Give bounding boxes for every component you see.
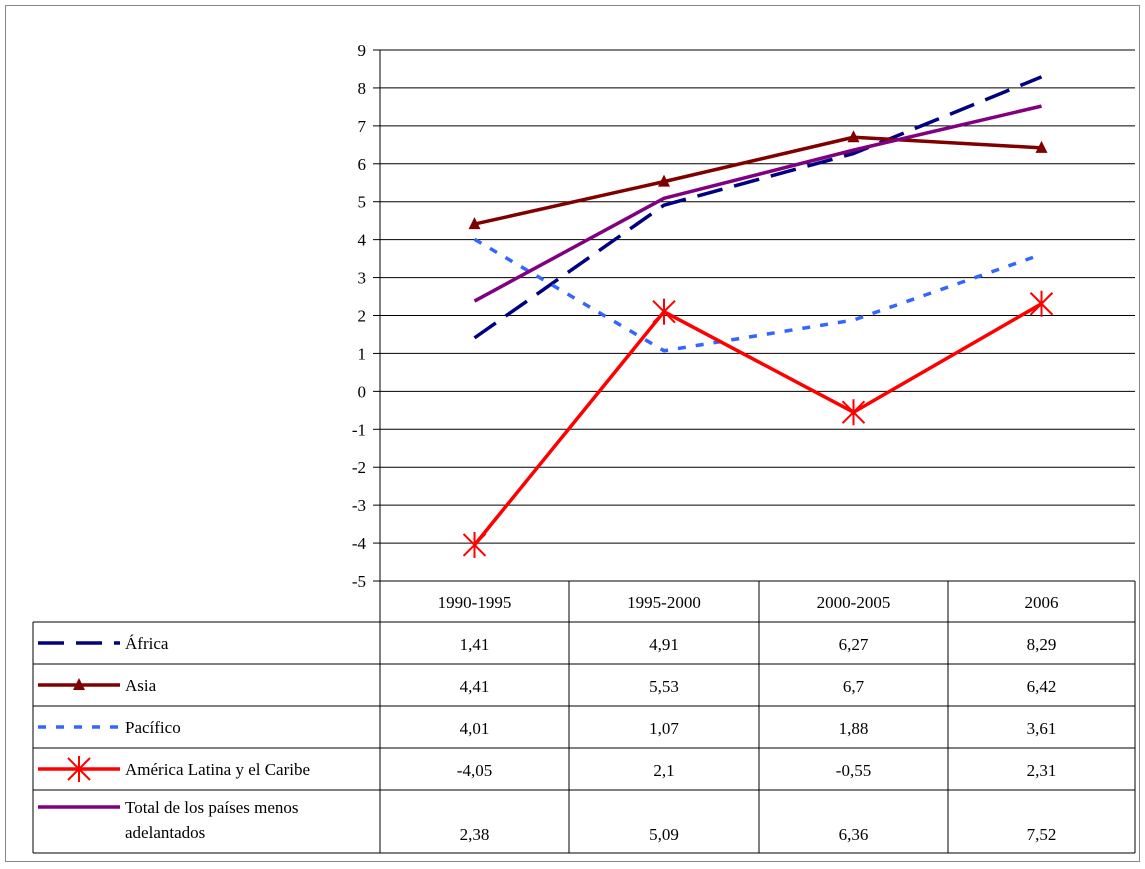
legend-label: Total de los países menos <box>125 798 299 817</box>
series-line <box>473 302 1043 547</box>
legend-label: Asia <box>125 676 157 695</box>
y-tick-label: 2 <box>358 307 367 326</box>
category-label: 2006 <box>1025 593 1059 612</box>
triangle-marker <box>73 678 85 690</box>
triangle-marker <box>468 217 481 230</box>
y-axis: 9 8 7 6 5 4 3 2 1 0 -1 -2 -3 -4 -5 <box>352 41 381 591</box>
triangle-marker <box>1035 140 1048 153</box>
data-table-cell: 5,09 <box>649 825 679 844</box>
series-line <box>474 135 1042 226</box>
data-table-cell: 1,88 <box>839 719 869 738</box>
data-table-cell: 6,42 <box>1027 677 1057 696</box>
legend-key <box>38 756 120 782</box>
y-tick-label: -1 <box>352 420 366 439</box>
data-table-cell: 8,29 <box>1027 635 1057 654</box>
y-tick-label: 1 <box>358 344 367 363</box>
y-tick-label: -2 <box>352 458 366 477</box>
data-table-cell: -4,05 <box>457 761 492 780</box>
category-label: 1995-2000 <box>627 593 701 612</box>
y-tick-label: 5 <box>358 193 367 212</box>
data-table-cell: 4,01 <box>460 719 490 738</box>
data-table-cell: 7,52 <box>1027 825 1057 844</box>
star-marker <box>462 531 487 558</box>
y-tick-label: 7 <box>358 117 367 136</box>
data-table-cell: 6,7 <box>843 677 865 696</box>
data-table-cell: -0,55 <box>836 761 871 780</box>
data-table-cell: 3,61 <box>1027 719 1057 738</box>
data-table-values: 1,41 4,91 6,27 8,29 4,41 5,53 6,7 6,42 4,01 1,07 1… <box>457 635 1057 844</box>
y-tick-label: 0 <box>358 382 367 401</box>
series-line <box>473 75 1043 340</box>
data-table-grid <box>32 580 1136 854</box>
y-tick-label: -5 <box>352 572 366 591</box>
series-line <box>473 104 1042 303</box>
legend-label: adelantados <box>125 823 205 842</box>
triangle-marker <box>658 174 670 187</box>
legend: África Asia Pacífico América Latina y el Ca… <box>38 634 310 842</box>
data-table-cell: 5,53 <box>649 677 679 696</box>
y-tick-label: 9 <box>358 41 367 60</box>
legend-label: África <box>125 634 169 653</box>
star-marker <box>67 756 91 782</box>
category-labels: 1990-1995 1995-2000 2000-2005 2006 <box>438 593 1059 612</box>
y-tick-label: 3 <box>358 269 367 288</box>
y-tick-label: -4 <box>352 534 367 553</box>
legend-label: América Latina y el Caribe <box>125 760 310 779</box>
y-tick-label: 6 <box>358 155 367 174</box>
data-table-cell: 2,38 <box>460 825 490 844</box>
triangle-marker <box>847 130 860 143</box>
data-table-cell: 6,27 <box>839 635 869 654</box>
data-table-cell: 2,1 <box>653 761 674 780</box>
y-tick-label: 4 <box>358 231 367 250</box>
legend-label: Pacífico <box>125 718 181 737</box>
series-lines <box>473 75 1043 547</box>
legend-key <box>38 678 120 690</box>
data-table-cell: 1,07 <box>649 719 679 738</box>
star-marker <box>841 399 866 426</box>
series-markers <box>462 130 1054 558</box>
category-label: 2000-2005 <box>817 593 891 612</box>
y-tick-label: -3 <box>352 496 366 515</box>
y-tick-label: 8 <box>358 79 367 98</box>
star-marker <box>652 298 676 325</box>
chart-border <box>5 5 1140 862</box>
series-line <box>473 237 1043 353</box>
data-table-cell: 6,36 <box>839 825 869 844</box>
star-marker <box>1029 290 1054 317</box>
data-table-cell: 4,41 <box>460 677 490 696</box>
data-table-cell: 2,31 <box>1027 761 1057 780</box>
data-table-cell: 1,41 <box>460 635 490 654</box>
category-label: 1990-1995 <box>438 593 512 612</box>
data-table-cell: 4,91 <box>649 635 679 654</box>
